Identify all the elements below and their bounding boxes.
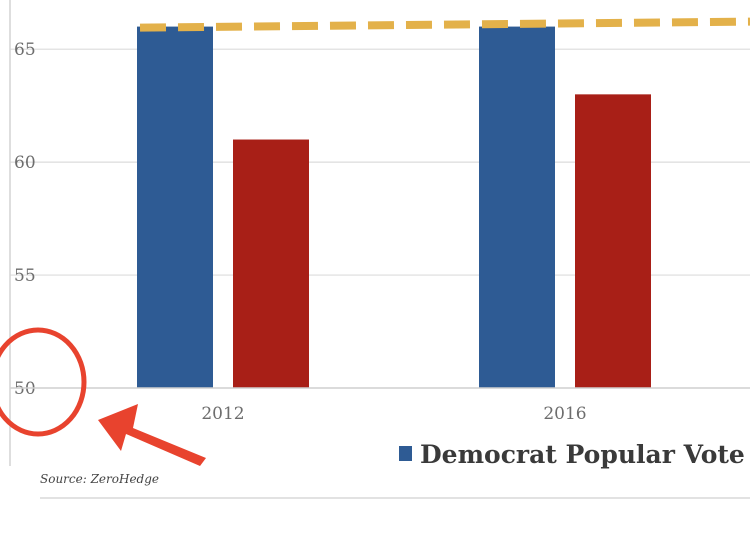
highlight-circle (0, 327, 87, 437)
x-axis-categories: 2012 2016 (201, 404, 586, 424)
reference-line (139, 17, 750, 32)
y-tick-label: 65 (14, 40, 36, 60)
y-axis-ticks: 50 55 60 65 (14, 40, 36, 399)
bar-blue-2012 (137, 26, 213, 389)
source-note: Source: ZeroHedge (40, 472, 159, 486)
annotation (0, 327, 206, 466)
bar-blue-2016 (479, 26, 555, 389)
y-tick-label: 50 (14, 379, 36, 399)
x-category-label: 2016 (543, 404, 586, 424)
legend-swatch (399, 446, 412, 461)
legend: Democrat Popular Vote (399, 440, 745, 469)
x-category-label: 2012 (201, 404, 244, 424)
y-tick-label: 55 (14, 266, 36, 286)
bars (137, 26, 651, 389)
arrow-icon (98, 404, 206, 466)
bar-red-2016 (575, 94, 651, 389)
bar-red-2012 (233, 139, 309, 388)
y-tick-label: 60 (14, 153, 36, 173)
legend-label: Democrat Popular Vote (420, 440, 745, 469)
reference-line-dashed (139, 17, 750, 32)
